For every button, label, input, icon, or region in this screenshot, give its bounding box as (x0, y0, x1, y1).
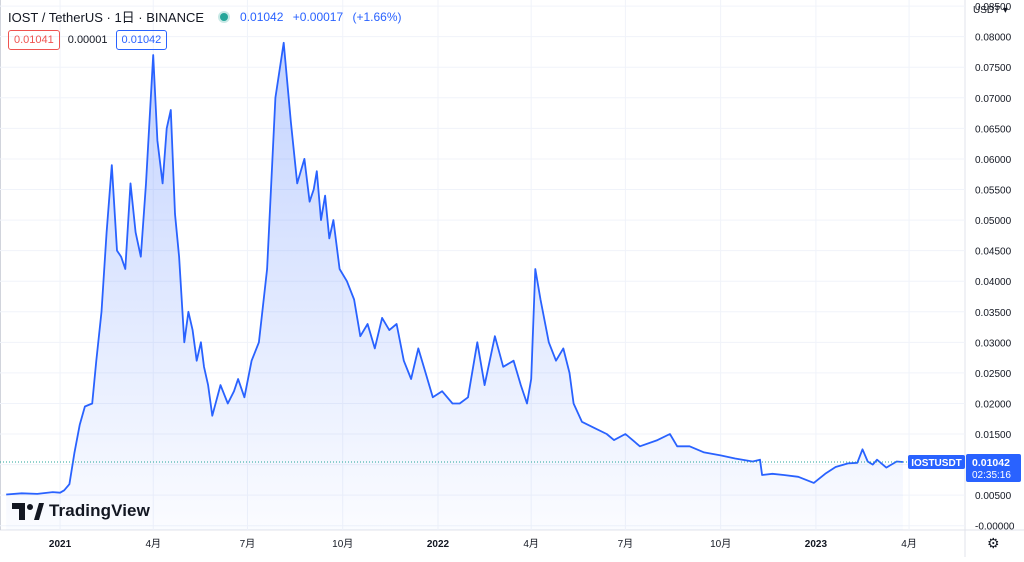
x-tick-label: 7月 (618, 538, 634, 550)
x-tick-label: 4月 (901, 538, 917, 550)
y-tick-label: 0.06000 (975, 155, 1012, 166)
symbol-title[interactable]: IOST / TetherUS · 1日 · BINANCE (8, 10, 205, 25)
logo-text: TradingView (49, 501, 150, 520)
last-price: 0.01042 (240, 9, 284, 24)
y-tick-label: 0.00500 (975, 491, 1012, 502)
chart-header: IOST / TetherUS · 1日 · BINANCE 0.01042 +… (8, 7, 408, 26)
y-tick-label: 0.07500 (975, 63, 1012, 74)
buy-sell-panel: 0.01041 0.00001 0.01042 (8, 30, 168, 50)
symbol-tag-text: IOSTUSDT (911, 458, 962, 469)
y-tick-label: 0.05500 (975, 186, 1012, 197)
y-tick-label: 0.02000 (975, 399, 1012, 410)
change-abs: +0.00017 (292, 9, 344, 24)
y-tick-label: 0.04000 (975, 277, 1012, 288)
y-tick-label: 0.08000 (975, 33, 1012, 44)
y-tick-label: 0.03500 (975, 308, 1012, 319)
currency-dropdown[interactable]: USDT ▾ (973, 5, 1008, 16)
area-fill (6, 42, 903, 531)
x-tick-label: 10月 (332, 538, 353, 550)
price-line[interactable] (6, 41, 903, 496)
gear-icon[interactable]: ⚙ (987, 535, 1000, 551)
x-tick-label: 10月 (710, 538, 731, 550)
change-pct: (+1.66%) (352, 9, 402, 24)
tradingview-logo-icon (12, 502, 44, 520)
last-price-tag-text: 0.01042 (972, 457, 1010, 469)
x-tick-label: 4月 (523, 538, 539, 550)
spread-value: 0.00001 (67, 34, 108, 46)
symbol-tag: IOSTUSDT (908, 455, 965, 470)
y-tick-label: 0.07000 (975, 94, 1012, 105)
y-tick-label: 0.05000 (975, 216, 1012, 227)
countdown-text: 02:35:16 (972, 470, 1011, 481)
buy-button[interactable]: 0.01042 (115, 30, 168, 50)
y-tick-label: 0.03000 (975, 338, 1012, 349)
x-tick-label: 7月 (240, 538, 256, 550)
x-tick-label: 4月 (145, 538, 161, 550)
x-tick-label: 2022 (427, 539, 450, 550)
quote-readout: 0.01042 +0.00017 (+1.66%) (240, 10, 408, 24)
x-tick-label: 2021 (49, 539, 72, 550)
y-tick-label: 0.01500 (975, 430, 1012, 441)
y-tick-label: -0.00000 (975, 522, 1015, 533)
y-tick-label: 0.08500 (975, 2, 1012, 13)
y-tick-label: 0.06500 (975, 124, 1012, 135)
y-tick-label: 0.04500 (975, 247, 1012, 258)
tradingview-logo[interactable]: TradingView (12, 501, 150, 521)
y-tick-label: 0.02500 (975, 369, 1012, 380)
sell-button[interactable]: 0.01041 (8, 30, 60, 50)
x-tick-label: 2023 (805, 539, 828, 550)
market-status-icon (220, 12, 229, 21)
